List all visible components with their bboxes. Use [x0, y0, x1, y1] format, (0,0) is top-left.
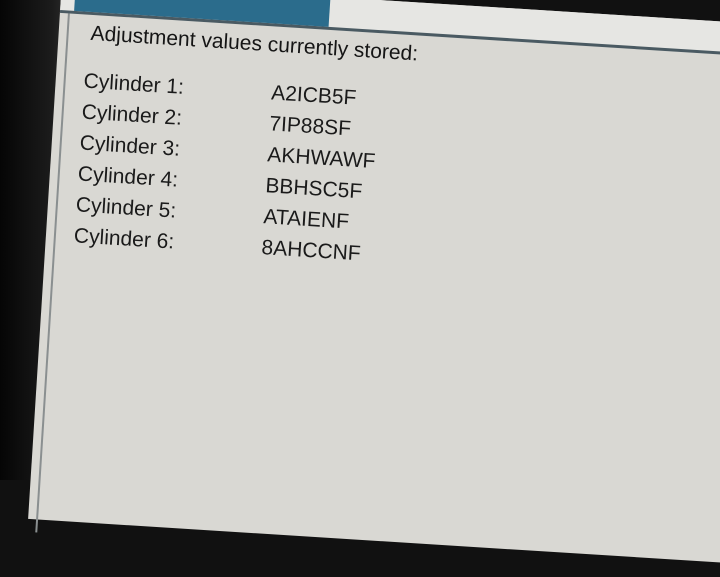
cylinder-row-6: Cylinder 6: 8AHCCNF [73, 224, 361, 265]
cylinder-row-5: Cylinder 5: ATAIENF [75, 193, 349, 233]
cylinder-row-4: Cylinder 4: BBHSC5F [77, 162, 363, 203]
cylinder-value: 7IP88SF [268, 112, 352, 141]
cylinder-value: A2ICB5F [270, 81, 358, 110]
cylinder-row-1: Cylinder 1: A2ICB5F [82, 70, 357, 110]
cylinder-label: Cylinder 4: [77, 162, 179, 192]
cylinder-label: Cylinder 6: [73, 224, 175, 254]
cylinder-value: AKHWAWF [266, 143, 377, 174]
cylinder-value: 8AHCCNF [260, 236, 362, 266]
cylinder-label: Cylinder 5: [75, 193, 177, 223]
cylinder-value: ATAIENF [262, 205, 350, 234]
cylinder-value: BBHSC5F [264, 174, 363, 204]
cylinder-label: Cylinder 2: [81, 100, 183, 130]
cylinder-row-3: Cylinder 3: AKHWAWF [79, 131, 376, 173]
cylinder-label: Cylinder 1: [82, 69, 185, 99]
cylinder-row-2: Cylinder 2: 7IP88SF [81, 101, 352, 141]
cylinder-label: Cylinder 3: [79, 131, 181, 161]
